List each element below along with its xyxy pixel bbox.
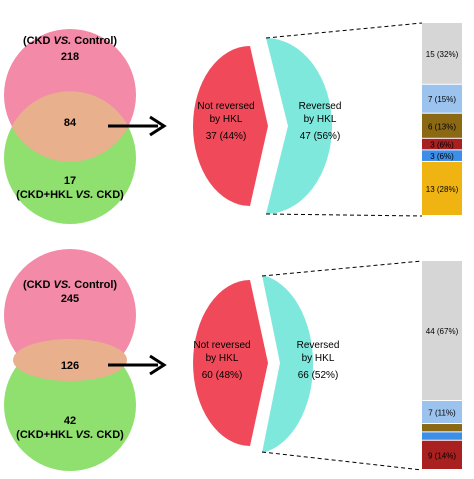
pie-left-line1: Not reversed: [193, 340, 250, 351]
pie-left-line2: by HKL: [210, 114, 243, 125]
bar-segment-label: 15 (32%): [426, 50, 459, 59]
bar-segment: [422, 150, 462, 161]
pie-left-line1: Not reversed: [197, 101, 254, 112]
connector-bottom: [261, 451, 423, 471]
venn-overlap-body: [13, 339, 127, 381]
arrow-icon: [108, 354, 167, 376]
pie-slice-reversed: [262, 275, 314, 453]
bar-segment: [422, 161, 462, 215]
pie-right-value: 66 (52%): [298, 370, 339, 381]
pie-right-line1: Reversed: [297, 340, 340, 351]
bar-segment-label: 3 (6%): [430, 152, 454, 161]
bar-segment: [422, 432, 462, 440]
pie-slice-reversed: [266, 38, 332, 214]
pie-right-line2: by HKL: [302, 353, 335, 364]
pie-right-value: 47 (56%): [300, 131, 341, 142]
venn-overlap: [11, 91, 129, 162]
bar-segment: [422, 113, 462, 138]
pie-slice-not-reversed: [193, 46, 268, 206]
bar-segment-label: 7 (11%): [428, 409, 456, 418]
venn-bottom-count: 17: [64, 175, 76, 187]
pie-left-value: 37 (44%): [206, 131, 247, 142]
bar-segment: [422, 261, 462, 401]
bar-segment-label: 3 (6%): [430, 141, 454, 150]
venn-top-count: 245: [61, 293, 79, 305]
connector-bottom: [265, 213, 423, 217]
venn-overlap-count: 84: [64, 117, 77, 129]
bar-segment: [422, 401, 462, 424]
pie-right-line1: Reversed: [299, 101, 342, 112]
pie-left-value: 60 (48%): [202, 370, 243, 381]
stacked-bar-2: 44 (67%) 7 (11%) 9 (14%): [422, 261, 462, 469]
pie-left-line2: by HKL: [206, 353, 239, 364]
venn-top-label: (CKD VS. Control): [23, 279, 117, 291]
bar-segment-label: 7 (15%): [428, 95, 456, 104]
pie-right-line2: by HKL: [304, 114, 337, 125]
venn-overlap-count: 126: [61, 360, 79, 372]
bar-segment: [422, 424, 462, 432]
bar-segment: [422, 440, 462, 469]
connector-top: [265, 22, 423, 39]
panel-2: (CKD VS. Control) 245 126 42 (CKD+HKL VS…: [4, 249, 462, 471]
panel-1: (CKD VS. Control) 218 84 17 (CKD+HKL VS.…: [4, 22, 462, 224]
bar-segment: [422, 138, 462, 150]
bar-segment: [422, 23, 462, 84]
bar-segment-label: 9 (14%): [428, 451, 456, 460]
connector-top: [261, 260, 423, 277]
venn-bottom-count: 42: [64, 415, 76, 427]
bar-segment-label: 44 (67%): [426, 327, 459, 336]
arrow-icon: [108, 115, 167, 137]
bar-segment: [422, 84, 462, 113]
venn-top-label: (CKD VS. Control): [23, 35, 117, 47]
stacked-bar-1: 15 (32%) 7 (15%) 6 (13%) 3 (6%) 3 (6%) 13 (28…: [422, 23, 462, 215]
venn-bottom-label: (CKD+HKL VS. CKD): [16, 189, 124, 201]
bar-segment-label: 6 (13%): [428, 122, 456, 131]
venn-bottom-label: (CKD+HKL VS. CKD): [16, 429, 124, 441]
bar-segment-label: 13 (28%): [426, 185, 459, 194]
venn-top-count: 218: [61, 51, 79, 63]
pie-slice-not-reversed: [193, 280, 268, 446]
